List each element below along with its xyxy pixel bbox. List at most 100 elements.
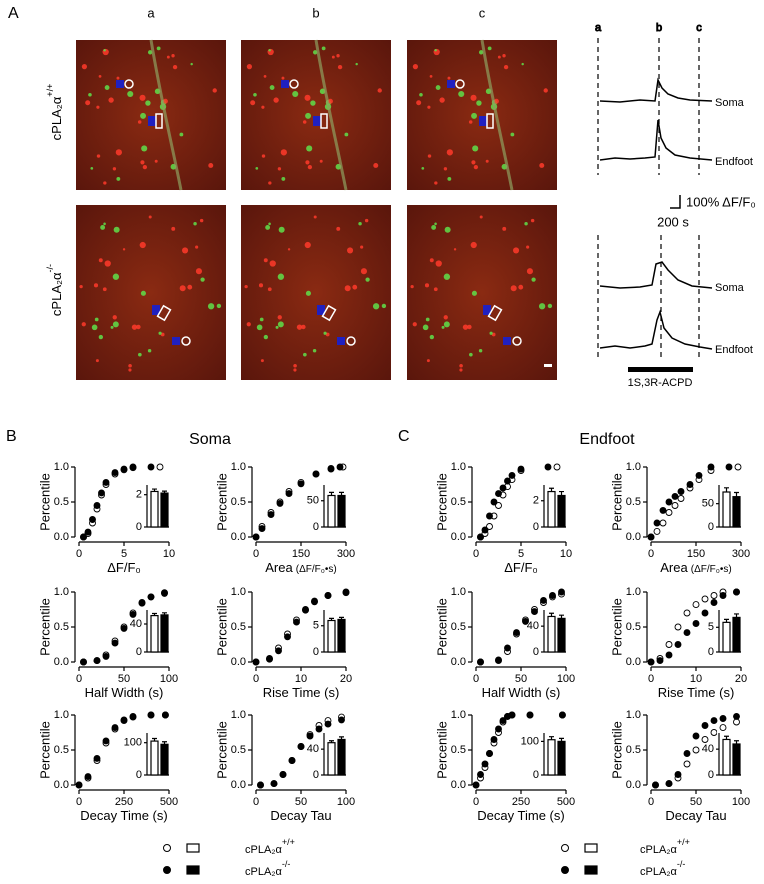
error-bar — [734, 613, 739, 618]
cell — [305, 112, 312, 119]
cell — [306, 145, 313, 152]
row-label-text: cPLA₂α — [49, 96, 64, 140]
cell — [512, 247, 520, 254]
data-point — [508, 711, 516, 719]
data-point — [665, 641, 673, 648]
x-tick-label: 0 — [648, 796, 654, 808]
cell — [424, 283, 430, 288]
cell — [100, 225, 106, 230]
data-point — [558, 588, 565, 596]
cell — [304, 241, 311, 249]
data-point — [707, 463, 715, 471]
y-tick-label: 0.5 — [451, 496, 466, 508]
cell — [444, 226, 451, 233]
x-tick-label: 50 — [295, 796, 307, 808]
trace — [599, 309, 713, 350]
data-point — [481, 526, 489, 534]
cell — [412, 322, 417, 327]
inset-tick-label: 2 — [136, 489, 142, 501]
data-point — [671, 502, 679, 509]
inset-tick-label: 100 — [521, 735, 539, 747]
x-axis-label-text: Decay Tau — [665, 808, 726, 823]
data-point — [129, 463, 137, 471]
x-tick-label: 0 — [648, 673, 654, 685]
cell — [268, 181, 272, 185]
legend-label: cPLA₂α-/- — [245, 859, 290, 878]
legend-sup: +/+ — [282, 837, 295, 847]
roi-soma — [346, 336, 356, 346]
data-point — [84, 528, 92, 536]
cell — [246, 322, 251, 327]
inset-tick-label: 50 — [307, 495, 319, 507]
cell — [158, 331, 162, 335]
micrograph — [407, 205, 557, 380]
data-point — [285, 490, 293, 498]
data-point — [102, 652, 110, 660]
cell — [179, 132, 184, 137]
cell — [112, 321, 119, 328]
cell — [115, 149, 122, 156]
data-point — [80, 658, 87, 666]
x-tick-label: 100 — [732, 796, 750, 808]
cell — [344, 132, 349, 137]
cell — [443, 167, 448, 171]
y-axis-label: Percentile — [434, 721, 449, 779]
cell — [131, 324, 138, 330]
cell — [304, 94, 311, 101]
data-point — [719, 715, 727, 722]
inset-bar — [160, 614, 169, 653]
inset-tick-label: 2 — [533, 495, 539, 507]
cell — [336, 54, 340, 58]
inset-tick-label: 0 — [708, 521, 714, 533]
cell — [181, 247, 189, 254]
y-tick-label: 1.0 — [451, 709, 466, 721]
cell — [503, 64, 509, 70]
x-axis-label-text: ΔF/F₀ — [107, 560, 141, 575]
data-point — [98, 489, 105, 497]
cell — [96, 105, 100, 109]
data-point — [733, 588, 740, 596]
data-point — [653, 519, 661, 527]
x-axis-label-unit: (ΔF/F₀•s) — [296, 564, 337, 575]
cell — [190, 62, 193, 66]
x-axis-label-text: Rise Time (s) — [658, 685, 735, 700]
legend-label: cPLA₂α-/- — [640, 859, 685, 878]
data-point — [89, 516, 96, 523]
data-point — [553, 463, 561, 471]
cell — [364, 218, 369, 223]
cell — [467, 324, 472, 330]
x-tick-label: 150 — [687, 548, 705, 560]
cell — [263, 334, 269, 340]
cell — [469, 352, 473, 357]
cell — [199, 218, 204, 223]
cell — [434, 181, 438, 185]
traces: a b c — [594, 21, 713, 372]
micrograph — [76, 40, 226, 190]
cell — [360, 268, 367, 275]
legend-text: cPLA₂α — [245, 866, 283, 878]
data-point — [477, 533, 484, 541]
trace-label: Soma — [715, 97, 745, 109]
data-point — [156, 463, 164, 471]
cell — [142, 164, 148, 170]
data-point — [674, 623, 682, 631]
data-point — [293, 618, 300, 626]
inset-bar — [160, 743, 169, 776]
inset-tick-label: 0 — [313, 769, 319, 781]
x-tick-label: 10 — [690, 673, 702, 685]
cell — [377, 88, 382, 93]
roi-endfoot — [321, 304, 337, 322]
inset-tick-label: 5 — [313, 620, 319, 632]
error-bar — [549, 612, 554, 617]
cell — [148, 215, 152, 219]
data-point — [719, 592, 727, 599]
panel-title: Endfoot — [579, 431, 635, 448]
cell — [265, 225, 271, 230]
cell — [102, 287, 107, 292]
cell — [156, 46, 161, 51]
cell — [96, 154, 101, 158]
roi-endfoot — [155, 113, 163, 129]
cell — [459, 363, 463, 368]
data-point — [297, 743, 305, 750]
